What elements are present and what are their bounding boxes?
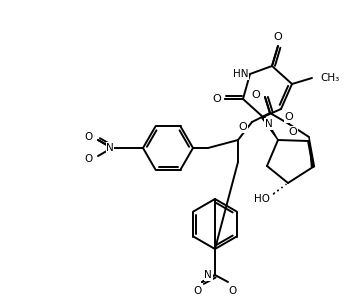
Text: O: O xyxy=(289,127,297,137)
Text: N: N xyxy=(204,270,212,280)
Text: O: O xyxy=(238,122,247,132)
Text: O: O xyxy=(85,132,93,142)
Polygon shape xyxy=(309,137,314,167)
Text: O: O xyxy=(228,286,236,296)
Text: O: O xyxy=(251,90,260,100)
Text: O: O xyxy=(274,32,282,42)
Text: O: O xyxy=(285,112,293,122)
Polygon shape xyxy=(262,116,278,140)
Text: CH₃: CH₃ xyxy=(320,73,339,83)
Text: O: O xyxy=(212,94,221,104)
Text: HN: HN xyxy=(232,69,248,79)
Text: N: N xyxy=(106,143,114,153)
Text: HO: HO xyxy=(254,194,270,204)
Text: O: O xyxy=(193,286,201,296)
Text: N: N xyxy=(265,119,273,129)
Text: O: O xyxy=(85,154,93,164)
